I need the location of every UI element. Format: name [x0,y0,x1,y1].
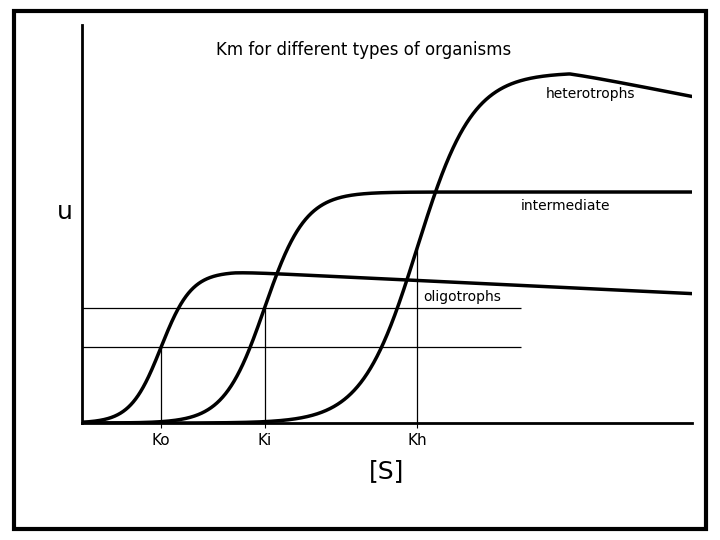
Text: intermediate: intermediate [521,199,611,213]
Text: oligotrophs: oligotrophs [423,290,501,304]
Text: Km for different types of organisms: Km for different types of organisms [216,40,511,59]
Y-axis label: u: u [57,200,73,224]
X-axis label: [S]: [S] [369,459,405,483]
Text: heterotrophs: heterotrophs [545,86,635,100]
